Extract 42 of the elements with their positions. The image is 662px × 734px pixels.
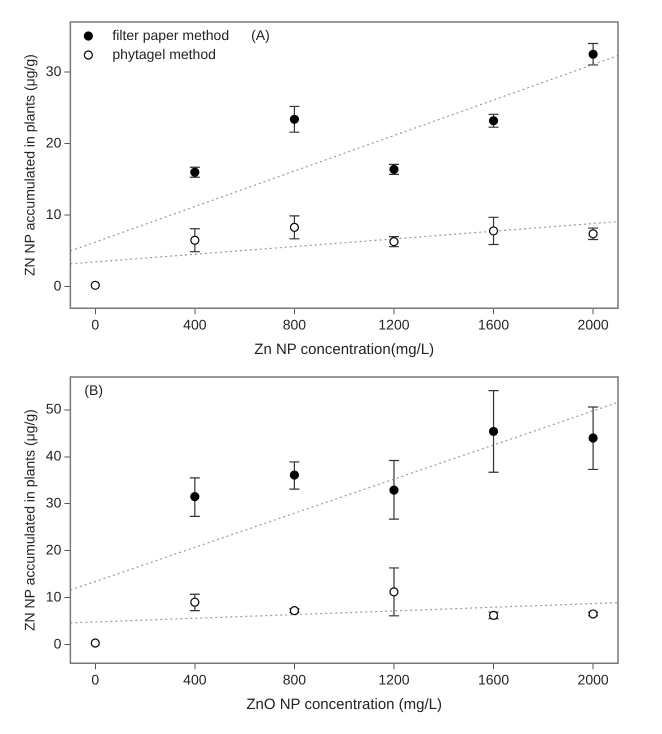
x-tick-label: 800	[282, 671, 306, 688]
legend-label: filter paper method	[112, 26, 230, 43]
x-tick-label: 2000	[578, 671, 609, 688]
y-tick-label: 0	[54, 278, 62, 294]
point	[90, 280, 100, 290]
point	[190, 492, 200, 502]
x-tick-label: 1600	[478, 316, 510, 332]
point	[588, 609, 598, 619]
y-axis-title: ZN NP accumulated in plants (μg/g)	[21, 54, 38, 276]
y-tick-label: 50	[46, 400, 62, 417]
annotation: (B)	[84, 382, 104, 398]
x-axis-title: Zn NP concentration(mg/L)	[254, 341, 434, 358]
point	[588, 433, 598, 443]
x-tick-label: 2000	[578, 316, 609, 332]
annotation: (A)	[251, 26, 270, 43]
y-tick-label: 30	[46, 494, 62, 511]
y-tick-label: 10	[46, 588, 62, 604]
legend-label: phytagel method	[112, 46, 216, 62]
x-tick-label: 1600	[478, 671, 510, 688]
y-tick-label: 10	[46, 206, 62, 222]
x-axis-title: ZnO NP concentration (mg/L)	[246, 696, 442, 714]
point	[290, 470, 299, 480]
x-tick-label: 0	[91, 671, 100, 688]
x-tick-label: 1200	[378, 316, 410, 332]
point	[290, 222, 299, 232]
point	[389, 485, 399, 495]
y-tick-label: 0	[54, 635, 62, 652]
x-tick-label: 400	[183, 316, 207, 332]
point	[488, 226, 498, 236]
point	[488, 426, 498, 436]
y-tick-label: 40	[46, 448, 62, 464]
y-tick-label: 30	[46, 62, 62, 79]
y-axis-title: ZN NP accumulated in plants (μg/g)	[21, 409, 38, 631]
point	[389, 587, 399, 596]
point	[90, 638, 100, 648]
y-tick-label: 20	[46, 134, 62, 150]
x-tick-label: 800	[282, 316, 306, 332]
x-tick-label: 1200	[378, 671, 410, 688]
point	[190, 236, 200, 245]
x-tick-label: 400	[183, 671, 207, 688]
x-tick-label: 0	[91, 316, 100, 332]
y-tick-label: 20	[46, 541, 62, 558]
